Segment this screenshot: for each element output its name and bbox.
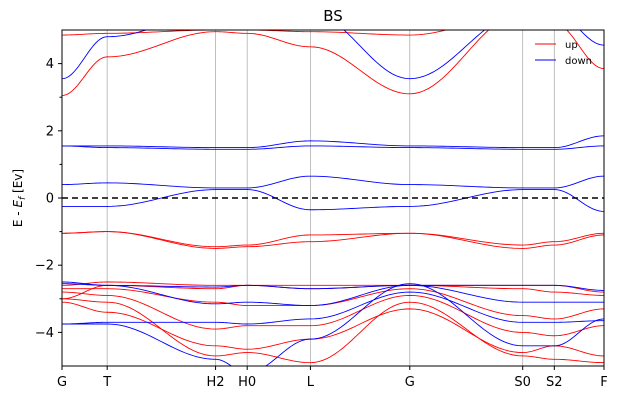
x-tick-label: S0 bbox=[514, 375, 531, 390]
band-down-8 bbox=[62, 30, 604, 80]
y-ticks: −4 −2 0 2 4 bbox=[35, 57, 62, 341]
band-down-6 bbox=[62, 135, 604, 149]
bands-layer bbox=[62, 30, 604, 366]
x-tick-label: S2 bbox=[546, 375, 563, 390]
band-up-7 bbox=[62, 231, 604, 249]
x-tick-label: H2 bbox=[207, 375, 225, 390]
y-axis-label-prefix: E - bbox=[11, 208, 25, 228]
legend-label-up: up bbox=[565, 40, 578, 51]
y-axis-label: E - Ef [Ev] bbox=[11, 169, 28, 227]
y-tick-label: 2 bbox=[46, 124, 54, 139]
x-tick-label: T bbox=[102, 375, 111, 390]
band-down-2 bbox=[62, 281, 604, 306]
y-axis-label-symbol: E bbox=[11, 200, 25, 208]
y-axis-label-unit: [Ev] bbox=[11, 169, 25, 197]
x-ticks: G T H2 H0 L G S0 S2 F bbox=[57, 366, 608, 390]
y-axis-label-subscript: f bbox=[18, 195, 28, 200]
chart-title: BS bbox=[323, 7, 343, 25]
band-down-5 bbox=[62, 175, 604, 189]
band-down-1 bbox=[62, 291, 604, 325]
y-tick-label: −4 bbox=[35, 326, 54, 341]
x-tick-label: G bbox=[57, 375, 67, 390]
y-tick-label: −2 bbox=[35, 259, 54, 274]
x-tick-label: F bbox=[600, 375, 607, 390]
band-down-4 bbox=[62, 189, 604, 212]
band-up-9 bbox=[62, 30, 448, 36]
band-up-2 bbox=[62, 291, 604, 337]
y-tick-label: 4 bbox=[46, 57, 54, 72]
band-down-3 bbox=[62, 283, 604, 291]
band-down-0 bbox=[62, 283, 604, 366]
band-down-7 bbox=[62, 145, 604, 150]
x-tick-label: G bbox=[405, 375, 415, 390]
band-up-8 bbox=[62, 30, 604, 96]
x-tick-label: L bbox=[307, 375, 315, 390]
legend: up down bbox=[535, 40, 592, 67]
x-tick-label: H0 bbox=[238, 375, 256, 390]
legend-label-down: down bbox=[565, 56, 592, 67]
band-up-0 bbox=[62, 298, 604, 364]
y-tick-label: 0 bbox=[46, 192, 54, 207]
